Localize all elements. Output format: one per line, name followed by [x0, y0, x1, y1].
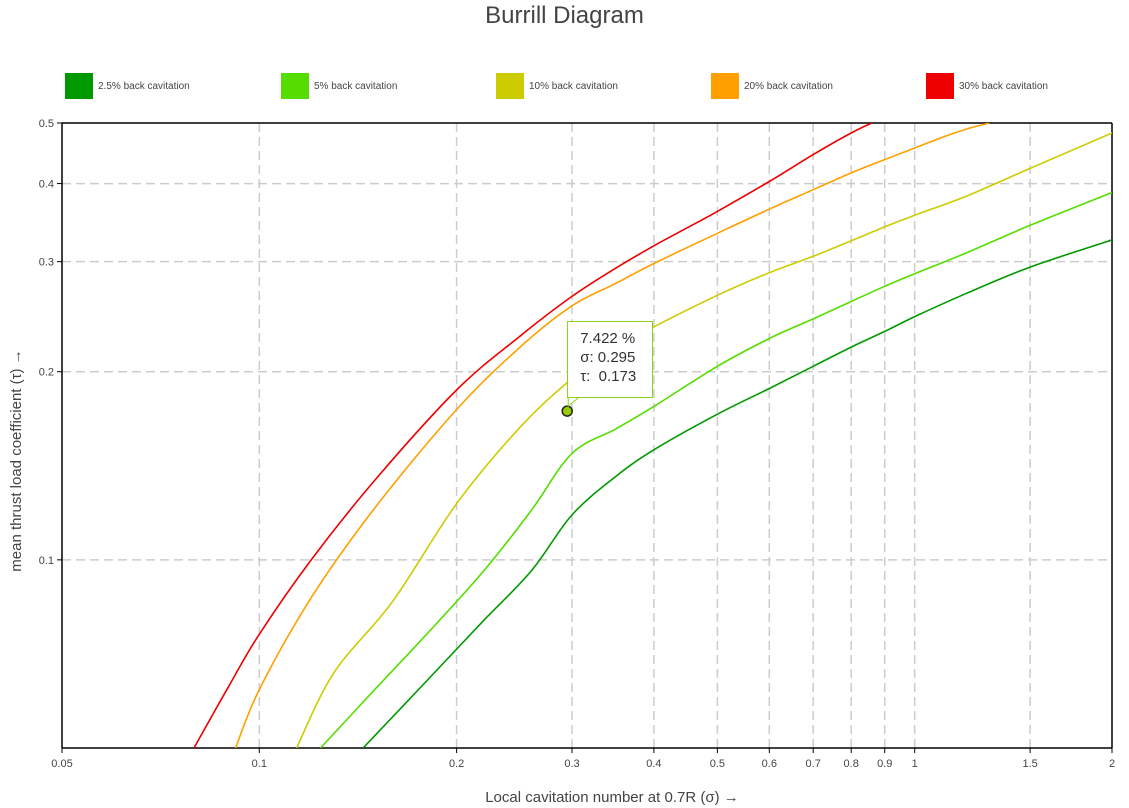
y-axis-title: mean thrust load coefficient (τ) →	[8, 349, 25, 571]
y-tick-label: 0.1	[39, 555, 54, 567]
series-line-4	[193, 123, 873, 748]
y-tick-label: 0.4	[39, 179, 54, 191]
series-line-0	[362, 239, 1112, 748]
x-tick-label: 2	[1109, 758, 1115, 770]
tooltip-percent: 7.422 %	[580, 330, 636, 348]
x-tick-label: 1.5	[1022, 758, 1037, 770]
legend-item-10-percent[interactable]: 10% back cavitation	[496, 73, 618, 99]
series-line-1	[319, 191, 1112, 748]
x-tick-label: 0.3	[564, 758, 579, 770]
y-tick-label: 0.5	[39, 118, 54, 130]
y-tick-label: 0.2	[39, 367, 54, 379]
x-tick-label: 0.4	[646, 758, 661, 770]
series-group	[193, 123, 1112, 748]
legend: 2.5% back cavitation 5% back cavitation …	[0, 70, 1129, 100]
x-tick-label: 0.8	[844, 758, 859, 770]
x-tick-label: 0.2	[449, 758, 464, 770]
highlight-point	[561, 405, 573, 417]
tooltip-pointer	[567, 396, 580, 408]
legend-item-30-percent[interactable]: 30% back cavitation	[926, 73, 1048, 99]
legend-label-2-5-percent: 2.5% back cavitation	[98, 80, 190, 92]
legend-swatch-2-5-percent	[65, 73, 93, 99]
tooltip-tau: τ: 0.173	[580, 368, 637, 386]
legend-swatch-5-percent	[281, 73, 309, 99]
chart-title: Burrill Diagram	[485, 2, 644, 29]
x-axis-title: Local cavitation number at 0.7R (σ) →	[485, 789, 739, 806]
legend-swatch-10-percent	[496, 73, 524, 99]
series-line-2	[295, 132, 1112, 748]
legend-swatch-30-percent	[926, 73, 954, 99]
legend-item-5-percent[interactable]: 5% back cavitation	[281, 73, 397, 99]
tooltip-sigma: σ: 0.295	[580, 349, 636, 367]
legend-swatch-20-percent	[711, 73, 739, 99]
legend-label-30-percent: 30% back cavitation	[959, 80, 1048, 92]
legend-label-20-percent: 20% back cavitation	[744, 80, 833, 92]
legend-item-20-percent[interactable]: 20% back cavitation	[711, 73, 833, 99]
x-tick-label: 0.5	[710, 758, 725, 770]
series-line-3	[234, 123, 990, 748]
x-tick-label: 0.1	[252, 758, 267, 770]
x-tick-label: 0.7	[806, 758, 821, 770]
legend-label-5-percent: 5% back cavitation	[314, 80, 398, 92]
x-tick-label: 0.05	[51, 758, 72, 770]
legend-item-2-5-percent[interactable]: 2.5% back cavitation	[65, 73, 190, 99]
data-tooltip: 7.422 % σ: 0.295 τ: 0.173	[567, 321, 654, 399]
legend-label-10-percent: 10% back cavitation	[529, 80, 618, 92]
y-tick-label: 0.3	[39, 257, 54, 269]
x-tick-label: 1	[912, 758, 918, 770]
x-tick-label: 0.9	[877, 758, 892, 770]
x-tick-label: 0.6	[762, 758, 777, 770]
